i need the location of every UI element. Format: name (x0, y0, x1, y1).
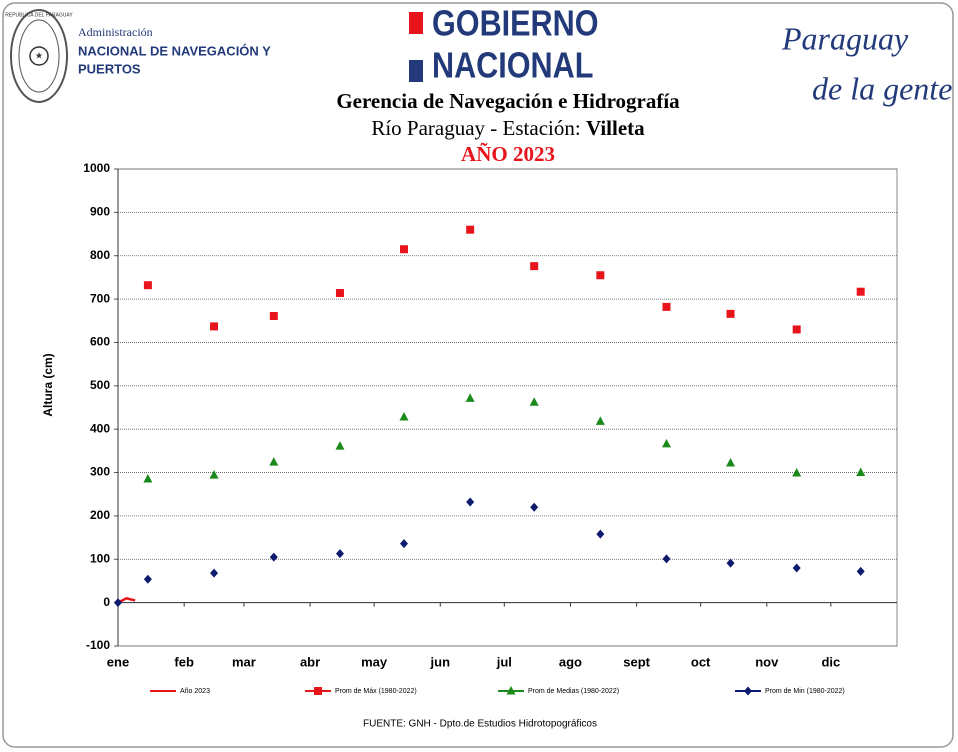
marker (529, 397, 539, 406)
marker (596, 271, 605, 280)
y-tick-label: 800 (90, 248, 110, 262)
legend-item: Año 2023 (150, 688, 210, 695)
x-tick-label: dic (821, 654, 840, 669)
x-tick-label: jun (430, 654, 451, 669)
marker (210, 322, 219, 331)
gov-line: GOBIERNO (432, 4, 599, 44)
y-tick-label: 900 (90, 205, 110, 219)
agency-line: Administración (78, 25, 153, 39)
marker (792, 467, 802, 477)
legend-item: Prom de Máx (1980-2022) (305, 687, 417, 695)
x-tick-label: oct (691, 654, 711, 669)
marker (209, 470, 219, 479)
marker (530, 262, 539, 271)
x-tick-label: sept (623, 654, 650, 669)
y-tick-label: 500 (90, 378, 110, 392)
marker (466, 225, 475, 234)
y-tick-label: 100 (90, 551, 110, 565)
y-tick-label: -100 (86, 638, 110, 652)
svg-text:★: ★ (35, 50, 43, 60)
x-tick-label: abr (300, 654, 320, 669)
legend-label: Prom de Medias (1980-2022) (528, 688, 619, 695)
seal: ★ REPUBLICA DEL PARAGUAY (5, 9, 73, 103)
marker (744, 686, 752, 696)
x-tick-label: ago (559, 654, 582, 669)
series-line (117, 596, 136, 604)
gov-line: NACIONAL (432, 46, 593, 86)
subtitle: Río Paraguay - Estación: (371, 116, 580, 140)
marker (726, 458, 736, 467)
flag-blue (409, 60, 423, 82)
marker (465, 393, 475, 402)
legend-label: Año 2023 (180, 688, 210, 695)
marker (662, 554, 671, 564)
flag-red (409, 12, 423, 34)
marker (269, 312, 278, 321)
y-tick-label: 200 (90, 508, 110, 522)
marker (114, 598, 122, 608)
marker (662, 438, 672, 448)
x-tick-label: jul (496, 654, 512, 669)
y-tick-label: 0 (103, 595, 110, 609)
marker (399, 539, 408, 549)
chart-title: Gerencia de Navegación e Hidrografía (336, 89, 680, 113)
station: Villeta (586, 116, 645, 140)
y-tick-label: 700 (90, 291, 110, 305)
marker (143, 281, 152, 290)
y-axis-label: Altura (cm) (41, 353, 55, 416)
x-tick-label: feb (174, 654, 194, 669)
marker (466, 497, 475, 507)
marker (335, 549, 344, 559)
marker (335, 441, 345, 450)
x-tick-label: mar (232, 654, 256, 669)
marker (269, 552, 278, 562)
x-tick-label: may (361, 654, 388, 669)
marker (399, 412, 409, 421)
marker (210, 568, 219, 578)
agency-line: NACIONAL DE NAVEGACIÓN Y (78, 43, 271, 58)
marker (399, 245, 408, 254)
marker (596, 529, 605, 539)
y-tick-label: 300 (90, 465, 110, 479)
marker (726, 558, 735, 568)
marker (143, 474, 153, 483)
year-title: AÑO 2023 (461, 142, 555, 166)
marker (792, 325, 801, 334)
x-tick-label: ene (107, 654, 129, 669)
plot-area (117, 168, 898, 647)
marker (335, 289, 344, 298)
marker (662, 302, 671, 311)
marker (726, 309, 735, 318)
marker (856, 566, 865, 576)
footer: FUENTE: GNH - Dpto.de Estudios Hidrotopo… (363, 719, 597, 730)
y-tick-label: 1000 (83, 161, 110, 175)
slogan: Paraguay (781, 20, 909, 56)
marker (856, 467, 866, 477)
y-tick-label: 600 (90, 335, 110, 349)
marker (530, 502, 539, 512)
marker (269, 457, 279, 466)
chart-subtitle: Río Paraguay - Estación: Villeta (371, 116, 645, 140)
seal-text: REPUBLICA DEL PARAGUAY (5, 12, 73, 18)
legend-item: Prom de Min (1980-2022) (735, 686, 845, 696)
legend-label: Prom de Máx (1980-2022) (335, 688, 417, 695)
y-tick-label: 400 (90, 421, 110, 435)
legend-label: Prom de Min (1980-2022) (765, 688, 845, 695)
marker (792, 563, 801, 573)
marker (595, 416, 605, 425)
x-tick-label: nov (755, 654, 779, 669)
slogan: de la gente (812, 70, 952, 106)
marker (314, 687, 322, 695)
marker (506, 686, 516, 695)
agency-line: PUERTOS (78, 61, 141, 76)
marker (856, 287, 865, 296)
marker (143, 574, 152, 584)
legend-item: Prom de Medias (1980-2022) (498, 686, 619, 695)
